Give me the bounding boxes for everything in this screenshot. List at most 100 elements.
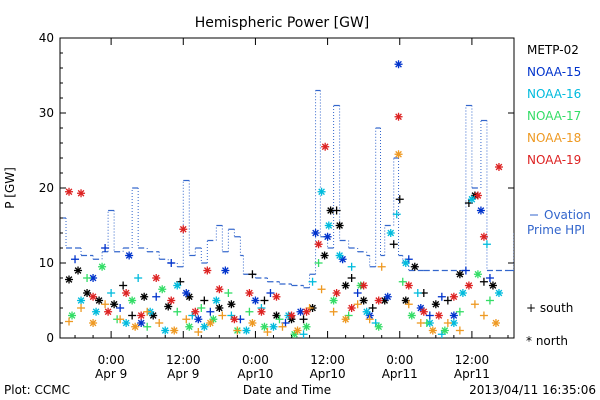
south-point [368,304,377,312]
north-point [473,191,482,200]
x-axis-label: Date and Time [243,383,331,397]
x-tick-label-time: 0:00 [242,353,269,367]
north-point [287,311,296,320]
y-tick-label: 30 [39,106,54,120]
ovation-legend-line1: Ovation [544,208,591,222]
north-point [125,251,134,260]
north-point [65,275,74,284]
north-point [200,322,209,331]
north-point [321,142,330,151]
north-point [269,322,278,331]
north-point [161,326,170,335]
south-point [353,300,362,309]
x-tick-label-date: Apr10 [237,367,273,381]
south-point [278,322,287,331]
south-point [224,289,233,297]
north-point [122,319,131,327]
south-point [107,289,116,297]
north-point [419,307,428,316]
north-point [260,322,269,331]
north-point [347,304,356,312]
north-point [95,296,104,305]
south-point [299,315,308,324]
north-point [242,326,251,335]
legend-entry: NOAA-18 [527,131,581,145]
north-point [140,292,149,301]
south-point [71,255,80,264]
north-point [212,296,221,305]
north-point [173,281,182,290]
north-point [394,150,403,159]
south-point [392,210,401,219]
south-point [197,304,206,312]
y-axis: 0 10 20 30 40 [39,31,514,345]
north-point [464,281,473,290]
south-point [389,240,398,249]
north-point [302,307,311,316]
south-point [275,315,284,324]
south-point [398,277,407,286]
north-point [449,311,458,320]
south-point [143,307,152,316]
x-tick-label-date: Apr10 [310,367,346,381]
south-point [206,307,215,316]
north-point [122,289,131,297]
y-tick-label: 0 [46,331,54,345]
south-point [233,326,242,335]
south-point [266,289,275,297]
south-point [101,300,110,309]
legend-entry: NOAA-16 [527,87,581,101]
south-point [437,292,446,301]
north-point [341,315,350,324]
north-point [272,292,281,301]
marker-legend-north: * north [526,334,568,348]
north-point [170,326,179,335]
north-point [473,270,482,279]
south-point [119,281,128,290]
north-point [152,274,161,282]
ovation-legend-line2: Prime HPI [527,223,585,237]
north-point [394,112,403,121]
south-point [332,206,341,215]
ovation-legend: Ovation Prime HPI [527,208,591,237]
north-point [227,300,236,309]
legend-entry: METP-02 [527,43,579,57]
south-point [353,289,362,297]
north-point [221,266,230,275]
north-point [383,292,392,301]
north-point [215,285,224,294]
south-point [263,328,272,336]
x-tick-label-time: 12:00 [455,353,490,367]
x-tick-label-date: Apr11 [454,367,490,381]
south-point [443,296,452,305]
south-point [245,307,254,316]
south-point [218,311,227,320]
south-point [329,307,338,316]
x-tick-label-time: 12:00 [310,353,345,367]
north-point [404,281,413,290]
footer-plot-credit: Plot: CCMC [4,383,70,397]
south-point [314,259,323,267]
north-point [410,262,419,271]
north-point [77,189,86,198]
north-point [374,322,383,331]
x-tick-label-date: Apr 9 [95,367,127,381]
south-point [455,326,464,335]
north-point [335,251,344,260]
x-tick-label-time: 0:00 [386,353,413,367]
south-point [65,317,74,326]
north-point [311,229,320,237]
south-point [83,274,92,282]
south-point [155,319,164,327]
north-point [89,319,98,327]
north-point [92,307,101,316]
satellite-legend: METP-02 NOAA-15 NOAA-16 NOAA-17 NOAA-18 NOAA-… [527,43,581,167]
north-point [341,281,350,290]
north-point [215,304,224,312]
north-point [302,322,311,331]
north-point [179,225,188,234]
north-point [431,300,440,309]
south-point [167,259,176,267]
